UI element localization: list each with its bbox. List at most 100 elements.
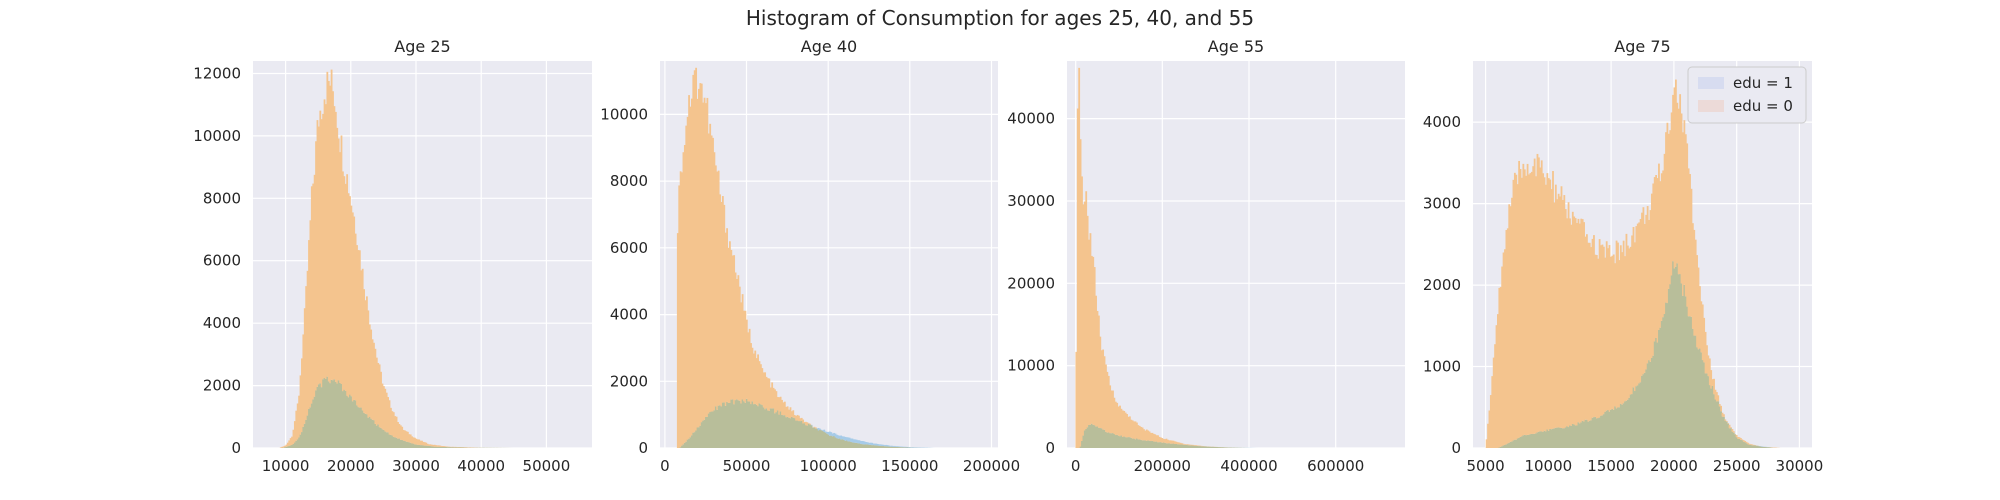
histogram-bar-overlap <box>1597 418 1600 448</box>
histogram-bar-overlap <box>454 447 457 448</box>
histogram-bar-overlap <box>1714 399 1717 448</box>
histogram-bar-edu-1 <box>848 437 851 442</box>
histogram-bar-overlap <box>1529 434 1532 448</box>
histogram-bar-edu-0 <box>1626 245 1629 400</box>
histogram-bar-overlap <box>848 441 851 448</box>
histogram-bar-overlap <box>1114 435 1117 448</box>
histogram-bar-overlap <box>1731 431 1734 448</box>
y-tick-label: 2000 <box>610 372 648 390</box>
x-tick-label: 15000 <box>1587 457 1635 475</box>
histogram-bar-edu-0 <box>1193 445 1196 446</box>
histogram-bar-edu-0 <box>716 171 719 410</box>
panel-title: Age 55 <box>1208 37 1264 56</box>
histogram-bar-overlap <box>874 445 876 448</box>
histogram-bar-edu-0 <box>1615 240 1618 409</box>
histogram-bar-overlap <box>869 444 872 448</box>
histogram-bar-edu-0 <box>425 442 428 446</box>
histogram-bar-edu-0 <box>1504 249 1506 445</box>
histogram-bar-edu-1 <box>820 429 823 431</box>
histogram-bar-edu-0 <box>1581 219 1584 421</box>
histogram-bar-overlap <box>1680 283 1683 448</box>
histogram-bar-edu-0 <box>1700 301 1703 353</box>
histogram-bar-edu-0 <box>764 372 767 410</box>
histogram-bar-edu-1 <box>861 440 864 445</box>
histogram-bar-overlap <box>1588 420 1591 448</box>
histogram-bar-overlap <box>699 425 702 448</box>
histogram-bar-edu-0 <box>1570 224 1573 426</box>
histogram-bar-overlap <box>1700 352 1703 448</box>
histogram-bar-overlap <box>1124 437 1127 448</box>
histogram-bar-overlap <box>1667 288 1670 448</box>
histogram-bar-edu-1 <box>906 446 909 448</box>
histogram-bar-overlap <box>1116 434 1119 448</box>
histogram-bar-edu-0 <box>1552 171 1554 429</box>
histogram-bar-overlap <box>1214 446 1217 448</box>
histogram-bar-overlap <box>844 440 847 448</box>
histogram-bar-overlap <box>752 404 755 448</box>
histogram-bar-edu-0 <box>1598 239 1601 418</box>
histogram-bar-overlap <box>357 407 360 448</box>
histogram-bar-edu-0 <box>1611 255 1614 409</box>
histogram-bar-overlap <box>456 447 459 448</box>
histogram-bar-overlap <box>730 399 733 448</box>
histogram-bar-edu-1 <box>823 429 826 433</box>
histogram-bar-edu-0 <box>1684 134 1687 297</box>
histogram-bar-edu-0 <box>1152 433 1155 442</box>
histogram-bar-edu-0 <box>1530 171 1533 434</box>
histogram-bar-edu-0 <box>1110 390 1113 434</box>
histogram-bar-overlap <box>1628 397 1631 448</box>
histogram-bar-edu-0 <box>1576 222 1578 426</box>
histogram-bar-overlap <box>1723 416 1725 448</box>
histogram-bar-overlap <box>370 418 373 448</box>
histogram-bar-overlap <box>1103 429 1106 448</box>
histogram-bar-overlap <box>767 410 769 448</box>
histogram-bar-edu-0 <box>1143 429 1145 441</box>
histogram-bar-edu-0 <box>745 319 748 399</box>
histogram-bar-edu-0 <box>1114 401 1117 436</box>
histogram-bar-edu-0 <box>1547 178 1550 431</box>
histogram-bar-overlap <box>1223 447 1226 448</box>
x-tick-label: 40000 <box>457 457 505 475</box>
histogram-bar-edu-0 <box>1706 345 1708 374</box>
histogram-bar-edu-0 <box>382 386 385 430</box>
histogram-bar-overlap <box>329 383 332 448</box>
histogram-bar-edu-0 <box>814 427 817 429</box>
histogram-bar-overlap <box>310 403 313 448</box>
histogram-bar-edu-1 <box>852 439 855 443</box>
histogram-bar-edu-0 <box>1704 331 1707 374</box>
histogram-bar-overlap <box>411 443 414 448</box>
histogram-bar-edu-0 <box>1638 222 1641 384</box>
histogram-bar-edu-0 <box>744 310 747 403</box>
y-tick-label: 40000 <box>1007 110 1055 128</box>
histogram-bar-edu-0 <box>754 350 757 404</box>
histogram-bar-edu-0 <box>807 423 810 424</box>
histogram-bar-edu-0 <box>1549 179 1552 430</box>
histogram-bar-overlap <box>1123 436 1126 448</box>
histogram-bar-edu-0 <box>1533 158 1536 434</box>
histogram-bar-edu-0 <box>1158 436 1161 443</box>
histogram-bar-overlap <box>422 445 425 448</box>
histogram-bar-edu-0 <box>442 446 445 447</box>
histogram-bar-overlap <box>429 446 432 448</box>
histogram-bars <box>1485 79 1782 448</box>
x-tick-label: 25000 <box>1713 457 1761 475</box>
histogram-bar-overlap <box>1738 438 1741 448</box>
histogram-bar-edu-0 <box>320 119 323 388</box>
histogram-bar-edu-0 <box>1151 432 1154 441</box>
histogram-bar-edu-0 <box>440 445 443 447</box>
histogram-bar-edu-0 <box>1075 351 1078 448</box>
histogram-bar-overlap <box>1701 360 1704 448</box>
histogram-bar-edu-0 <box>1643 223 1646 373</box>
histogram-bar-edu-0 <box>1529 173 1532 435</box>
histogram-bar-overlap <box>889 446 892 448</box>
histogram-bar-edu-0 <box>803 421 806 424</box>
histogram-bar-edu-0 <box>1103 356 1106 430</box>
histogram-bar-overlap <box>1190 445 1193 448</box>
histogram-bar-overlap <box>1117 435 1120 448</box>
histogram-bar-overlap <box>1759 446 1762 448</box>
histogram-bar-edu-0 <box>1513 172 1516 440</box>
histogram-bar-overlap <box>1676 263 1679 448</box>
histogram-bar-edu-0 <box>446 446 449 448</box>
histogram-bar-overlap <box>340 384 343 448</box>
histogram-bar-edu-0 <box>1131 420 1134 439</box>
